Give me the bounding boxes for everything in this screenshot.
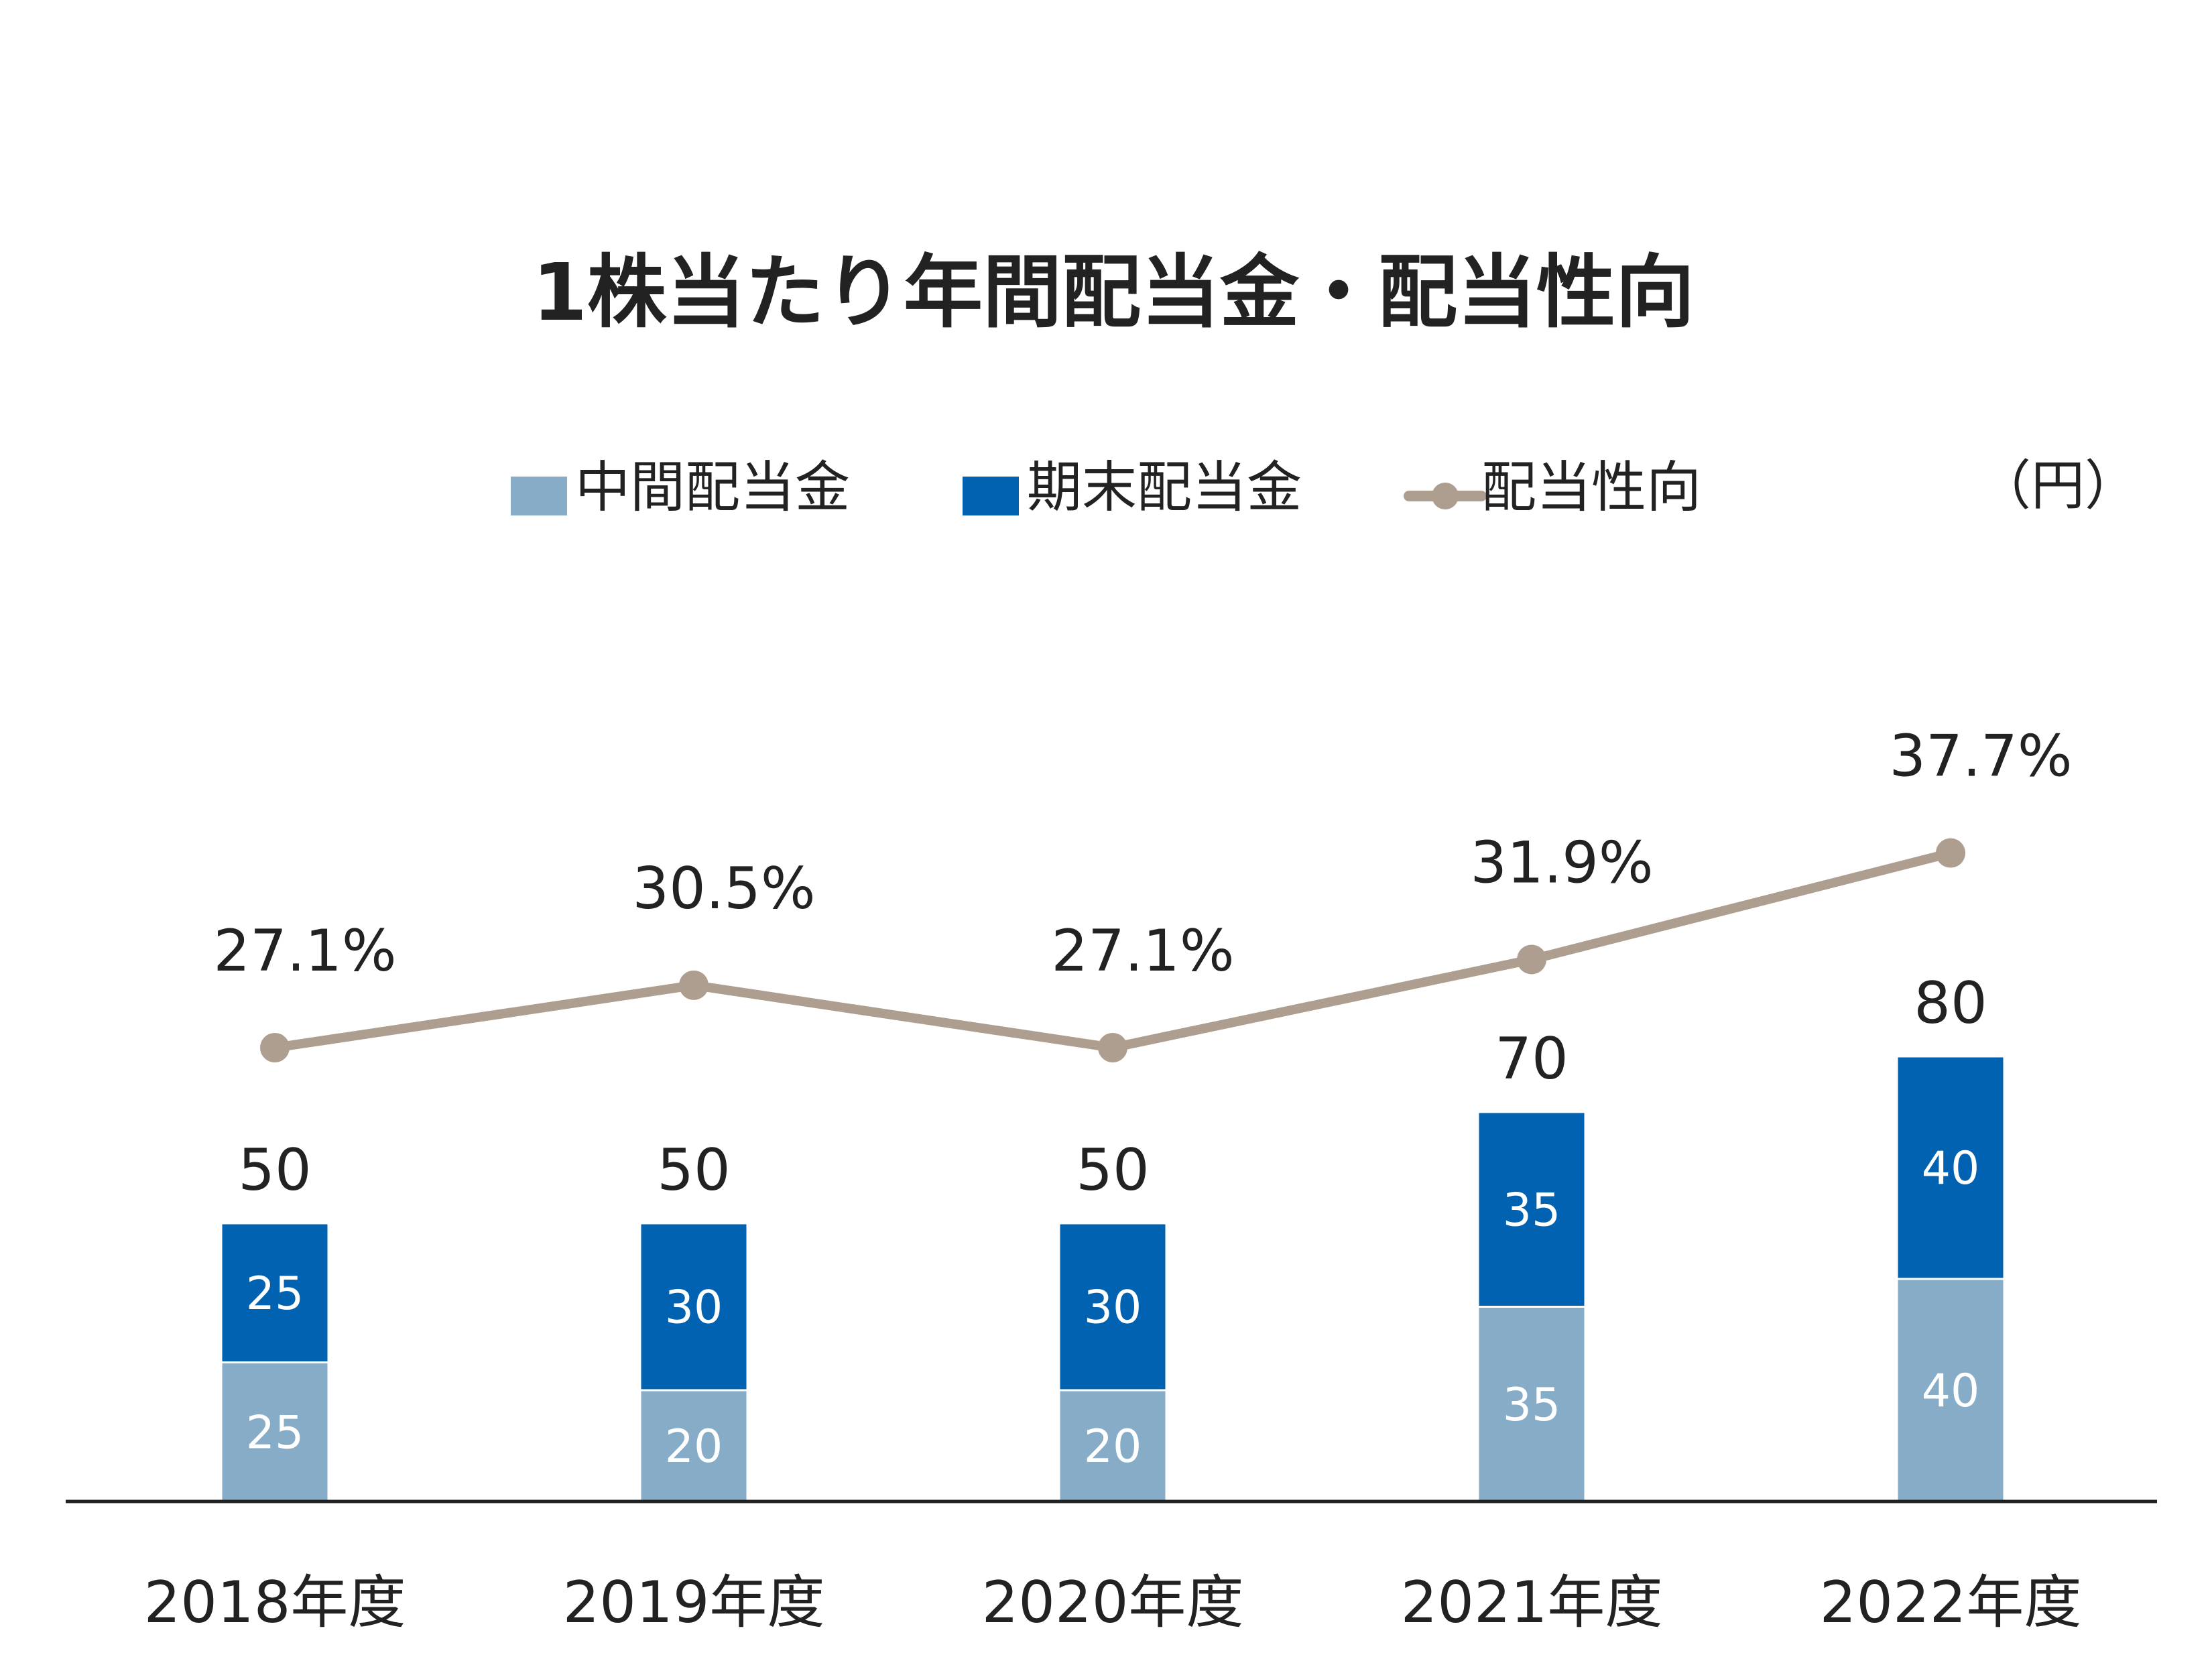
bar-interim-label: 35 [1503, 1379, 1561, 1432]
bar-interim [1058, 1389, 1168, 1503]
ratio-point [260, 1033, 290, 1062]
bar-final-label: 30 [665, 1282, 723, 1335]
bar-final-label: 40 [1922, 1142, 1980, 1195]
category-label: 2021年度 [1401, 1569, 1663, 1636]
bar-final [1477, 1111, 1587, 1308]
legend-swatch-final [963, 477, 1019, 515]
bar-final [1896, 1055, 2006, 1280]
ratio-line-group: 27.1% 30.5% 27.1% 31.9% 37.7% [213, 723, 2073, 1062]
category-labels: 2018年度 2019年度 2020年度 2021年度 2022年度 [144, 1569, 2082, 1636]
bar-final [1058, 1222, 1168, 1392]
legend-label-final: 期末配当金 [1027, 456, 1302, 519]
bar-interim-label: 40 [1922, 1365, 1980, 1418]
unit-label: （円） [1977, 454, 2138, 517]
bar-final-label: 30 [1084, 1282, 1142, 1335]
bar-total-label: 50 [657, 1137, 730, 1204]
ratio-label: 27.1% [1051, 918, 1234, 985]
category-label: 2020年度 [982, 1569, 1244, 1636]
ratio-label: 37.7% [1889, 723, 2072, 790]
bar-interim-label: 25 [246, 1406, 304, 1459]
category-label: 2022年度 [1820, 1569, 2082, 1636]
bar-interim [1896, 1278, 2006, 1503]
ratio-point [1517, 944, 1546, 975]
bar-total-label: 50 [238, 1137, 311, 1204]
bar-interim-label: 20 [1084, 1420, 1142, 1473]
ratio-label: 30.5% [632, 855, 815, 922]
ratio-point [679, 970, 709, 1000]
legend-dot-ratio [1432, 483, 1459, 509]
bar-interim-label: 20 [665, 1420, 723, 1473]
bar-final [639, 1222, 749, 1392]
bar-total-label: 70 [1495, 1026, 1568, 1093]
bar-final-label: 25 [246, 1268, 304, 1320]
bar-total-label: 50 [1076, 1137, 1149, 1204]
bar-interim [1477, 1306, 1587, 1503]
legend-label-interim: 中間配当金 [575, 456, 850, 519]
ratio-label: 31.9% [1470, 829, 1653, 896]
category-label: 2018年度 [144, 1569, 406, 1636]
legend: 中間配当金 期末配当金 配当性向 （円） [511, 454, 2138, 519]
bar-final-label: 35 [1503, 1184, 1561, 1237]
ratio-label: 27.1% [213, 918, 396, 985]
legend-label-ratio: 配当性向 [1481, 456, 1701, 519]
chart-title: 1株当たり年間配当金・配当性向 [532, 246, 1695, 338]
category-label: 2019年度 [563, 1569, 825, 1636]
legend-swatch-interim [511, 477, 567, 515]
bar-total-label: 80 [1914, 970, 1987, 1037]
ratio-point [1936, 838, 1965, 868]
bar-final [220, 1222, 330, 1363]
ratio-point [1098, 1033, 1127, 1062]
